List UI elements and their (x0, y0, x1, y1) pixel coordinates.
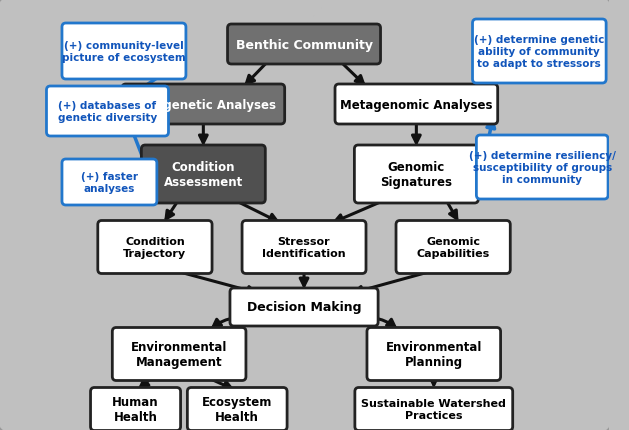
FancyBboxPatch shape (354, 146, 478, 203)
FancyBboxPatch shape (122, 85, 285, 125)
FancyBboxPatch shape (228, 25, 381, 65)
Text: Metagenetic Analyses: Metagenetic Analyses (130, 98, 276, 111)
Text: Stressor
Identification: Stressor Identification (262, 237, 346, 258)
Text: Sustainable Watershed
Practices: Sustainable Watershed Practices (361, 398, 506, 420)
Text: (+) determine resiliency/
susceptibility of groups
in community: (+) determine resiliency/ susceptibility… (469, 151, 616, 184)
Text: Decision Making: Decision Making (247, 301, 361, 314)
Text: (+) determine genetic
ability of community
to adapt to stressors: (+) determine genetic ability of communi… (474, 35, 604, 68)
Text: (+) databases of
genetic diversity: (+) databases of genetic diversity (58, 101, 157, 123)
Text: Environmental
Management: Environmental Management (131, 340, 227, 368)
Text: Environmental
Planning: Environmental Planning (386, 340, 482, 368)
Text: Genomic
Signatures: Genomic Signatures (381, 161, 452, 189)
Text: Human
Health: Human Health (112, 395, 159, 423)
FancyBboxPatch shape (62, 160, 157, 206)
FancyBboxPatch shape (476, 136, 608, 200)
FancyBboxPatch shape (91, 387, 181, 430)
FancyBboxPatch shape (47, 87, 169, 137)
FancyBboxPatch shape (62, 24, 186, 80)
FancyBboxPatch shape (0, 0, 611, 430)
FancyBboxPatch shape (472, 20, 606, 84)
Text: Ecosystem
Health: Ecosystem Health (202, 395, 272, 423)
Text: Condition
Assessment: Condition Assessment (164, 161, 243, 189)
Text: Metagenomic Analyses: Metagenomic Analyses (340, 98, 493, 111)
Text: Benthic Community: Benthic Community (235, 38, 372, 51)
FancyBboxPatch shape (187, 387, 287, 430)
Text: Condition
Trajectory: Condition Trajectory (123, 237, 186, 258)
FancyBboxPatch shape (97, 221, 212, 274)
FancyBboxPatch shape (142, 146, 265, 203)
FancyBboxPatch shape (355, 387, 513, 430)
FancyBboxPatch shape (113, 328, 246, 381)
FancyBboxPatch shape (367, 328, 501, 381)
FancyBboxPatch shape (335, 85, 498, 125)
FancyBboxPatch shape (230, 289, 378, 326)
FancyBboxPatch shape (242, 221, 366, 274)
Text: (+) community-level
picture of ecosystem: (+) community-level picture of ecosystem (62, 41, 186, 63)
FancyBboxPatch shape (396, 221, 510, 274)
Text: (+) faster
analyses: (+) faster analyses (81, 172, 138, 194)
Text: Genomic
Capabilities: Genomic Capabilities (416, 237, 490, 258)
